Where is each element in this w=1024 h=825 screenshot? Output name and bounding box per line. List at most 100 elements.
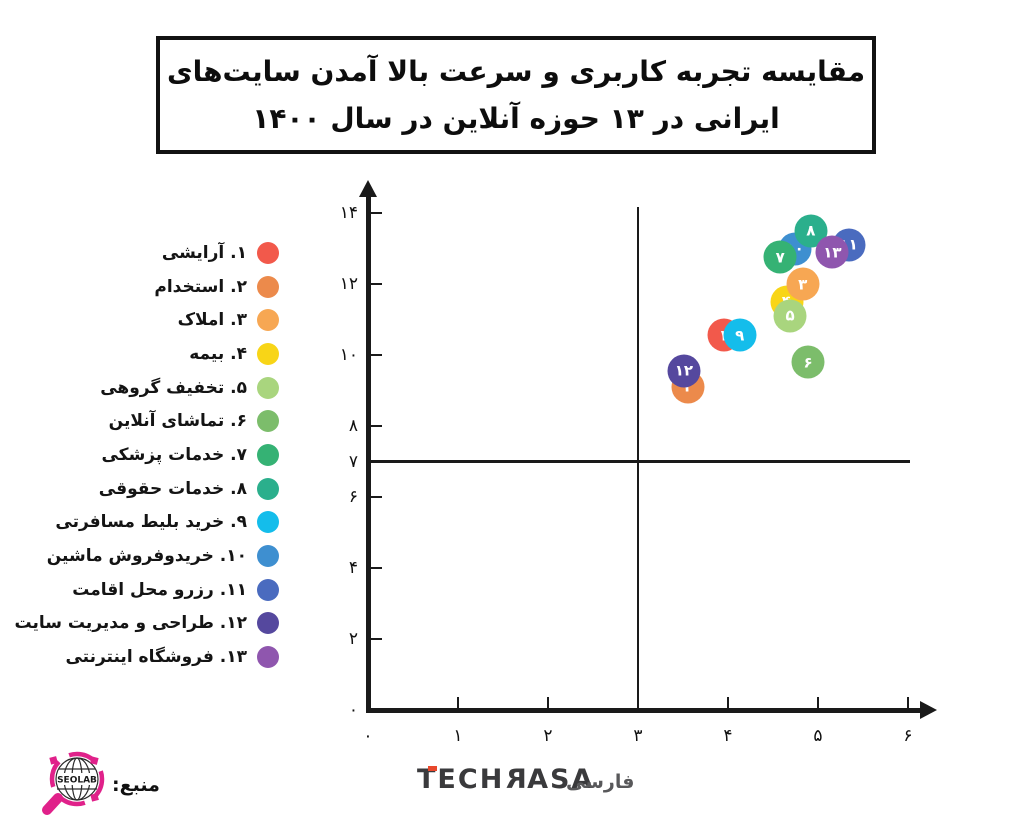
legend-item-label: ۴. بیمه <box>189 343 247 364</box>
data-point-9: ۹ <box>723 318 757 352</box>
data-point-8: ۸ <box>794 214 828 248</box>
y-axis-tick <box>371 637 382 641</box>
source-label: منبع: <box>112 774 160 796</box>
legend-item: ۹. خرید بلیط مسافرتی <box>0 506 279 540</box>
brand-letter: T <box>417 764 438 795</box>
y-axis-tick <box>371 566 382 570</box>
brand-letter: A <box>571 764 595 795</box>
legend-color-dot <box>257 443 279 466</box>
x-axis-line <box>366 708 922 713</box>
techrasa-logo: TECHRASA <box>417 764 594 795</box>
x-axis-tick-label: ۲ <box>543 726 553 746</box>
x-axis-tick-label: ۴ <box>723 726 733 746</box>
legend-item-label: ۱. آرایشی <box>161 242 247 263</box>
y-axis-arrow-icon <box>359 180 377 197</box>
legend-item-label: ۱۰. خریدوفروش ماشین <box>46 546 247 567</box>
legend-color-dot <box>257 410 279 433</box>
legend-item: ۱۲. طراحی و مدیریت سایت <box>0 607 279 641</box>
y-axis-tick-label: ۸ <box>348 416 358 436</box>
legend-item-label: ۱۳. فروشگاه اینترنتی <box>65 647 247 668</box>
legend-color-dot <box>257 376 279 399</box>
legend-item-label: ۶. تماشای آنلاین <box>108 411 247 432</box>
title-box: مقایسه تجربه کاربری و سرعت بالا آمدن سای… <box>156 36 876 154</box>
legend-color-dot <box>257 612 279 635</box>
x-axis-tick-label: ۳ <box>633 726 643 746</box>
x-axis-tick-label: ۰ <box>363 726 373 746</box>
y-axis-tick <box>371 211 382 215</box>
y-axis-tick <box>371 495 382 499</box>
legend-item: ۶. تماشای آنلاین <box>0 404 279 438</box>
legend-item: ۷. خدمات پزشکی <box>0 438 279 472</box>
data-point-12: ۱۲ <box>667 354 701 388</box>
legend-color-dot <box>257 545 279 568</box>
x-axis-tick <box>546 697 550 708</box>
y-axis-tick-label: ۶ <box>348 487 358 507</box>
x-axis-arrow-icon <box>920 701 937 719</box>
x-axis-tick <box>906 697 910 708</box>
legend-item: ۱۰. خریدوفروش ماشین <box>0 539 279 573</box>
data-point-7: ۷ <box>763 240 797 274</box>
y-axis-tick-label: ۱۲ <box>339 274 358 294</box>
brand-letter: A <box>527 764 551 795</box>
legend-color-dot <box>257 511 279 534</box>
legend-item: ۱. آرایشی <box>0 236 279 270</box>
y-axis-tick <box>371 282 382 286</box>
y-axis-line <box>366 194 371 711</box>
legend-item: ۵. تخفیف گروهی <box>0 371 279 405</box>
x-axis-tick-label: ۶ <box>903 726 913 746</box>
y-axis-tick-label: ۱۰ <box>339 345 358 365</box>
brand-letter: R <box>504 764 528 795</box>
data-point-3: ۳ <box>786 267 820 301</box>
x-axis-tick-label: ۱ <box>453 726 463 746</box>
legend-color-dot <box>257 477 279 500</box>
brand-letter: S <box>550 764 572 795</box>
brand-letter: H <box>479 764 505 795</box>
legend-item-label: ۸. خدمات حقوقی <box>98 478 247 499</box>
legend-item: ۲. استخدام <box>0 270 279 304</box>
y-axis-tick <box>371 424 382 428</box>
x-axis-tick-label: ۵ <box>813 726 823 746</box>
legend-item-label: ۳. املاک <box>177 310 247 331</box>
y-axis-tick-label: ۰ <box>348 700 358 720</box>
legend-item: ۴. بیمه <box>0 337 279 371</box>
legend-item-label: ۱۱. رزرو محل اقامت <box>72 579 247 600</box>
x-axis-tick <box>456 697 460 708</box>
legend-color-dot <box>257 241 279 264</box>
y-axis-tick-label: ۴ <box>348 558 358 578</box>
title-line-2: ایرانی در ۱۳ حوزه آنلاین در سال ۱۴۰۰ <box>252 102 780 135</box>
legend-item-label: ۲. استخدام <box>154 276 247 297</box>
data-point-6: ۶ <box>791 345 825 379</box>
y-axis-tick-label: ۷ <box>348 451 358 472</box>
legend-item: ۳. املاک <box>0 303 279 337</box>
legend-item: ۱۳. فروشگاه اینترنتی <box>0 640 279 674</box>
y-axis-tick <box>371 353 382 357</box>
y-axis-tick-label: ۱۴ <box>339 203 358 223</box>
y-axis-tick-label: ۲ <box>348 629 358 649</box>
legend-item-label: ۱۲. طراحی و مدیریت سایت <box>14 613 248 634</box>
legend-item-label: ۷. خدمات پزشکی <box>101 444 247 465</box>
data-point-13: ۱۳ <box>815 235 849 269</box>
brand-letter: C <box>457 764 480 795</box>
legend-color-dot <box>257 646 279 669</box>
title-line-1: مقایسه تجربه کاربری و سرعت بالا آمدن سای… <box>166 55 866 88</box>
legend-item-label: ۹. خرید بلیط مسافرتی <box>55 512 247 533</box>
legend-color-dot <box>257 309 279 332</box>
legend-item: ۸. خدمات حقوقی <box>0 472 279 506</box>
techrasa-red-accent-icon <box>428 766 437 771</box>
x-axis-tick <box>816 697 820 708</box>
legend-color-dot <box>257 275 279 298</box>
brand-letter: E <box>437 764 458 795</box>
legend-color-dot <box>257 342 279 365</box>
data-point-5: ۵ <box>773 299 807 333</box>
legend-item-label: ۵. تخفیف گروهی <box>100 377 247 398</box>
seolab-logo-text: SEOLAB <box>57 776 97 786</box>
legend-item: ۱۱. رزرو محل اقامت <box>0 573 279 607</box>
x-axis-tick <box>726 697 730 708</box>
techrasa-farsi-label: فارسی <box>566 771 635 793</box>
legend-color-dot <box>257 578 279 601</box>
seolab-logo: SEOLAB <box>40 750 108 824</box>
horizontal-reference-line <box>368 460 910 463</box>
chart-legend: ۱. آرایشی ۲. استخدام ۳. املاک ۴. بیمه ۵. تخف… <box>0 236 279 674</box>
vertical-reference-line <box>636 207 640 712</box>
